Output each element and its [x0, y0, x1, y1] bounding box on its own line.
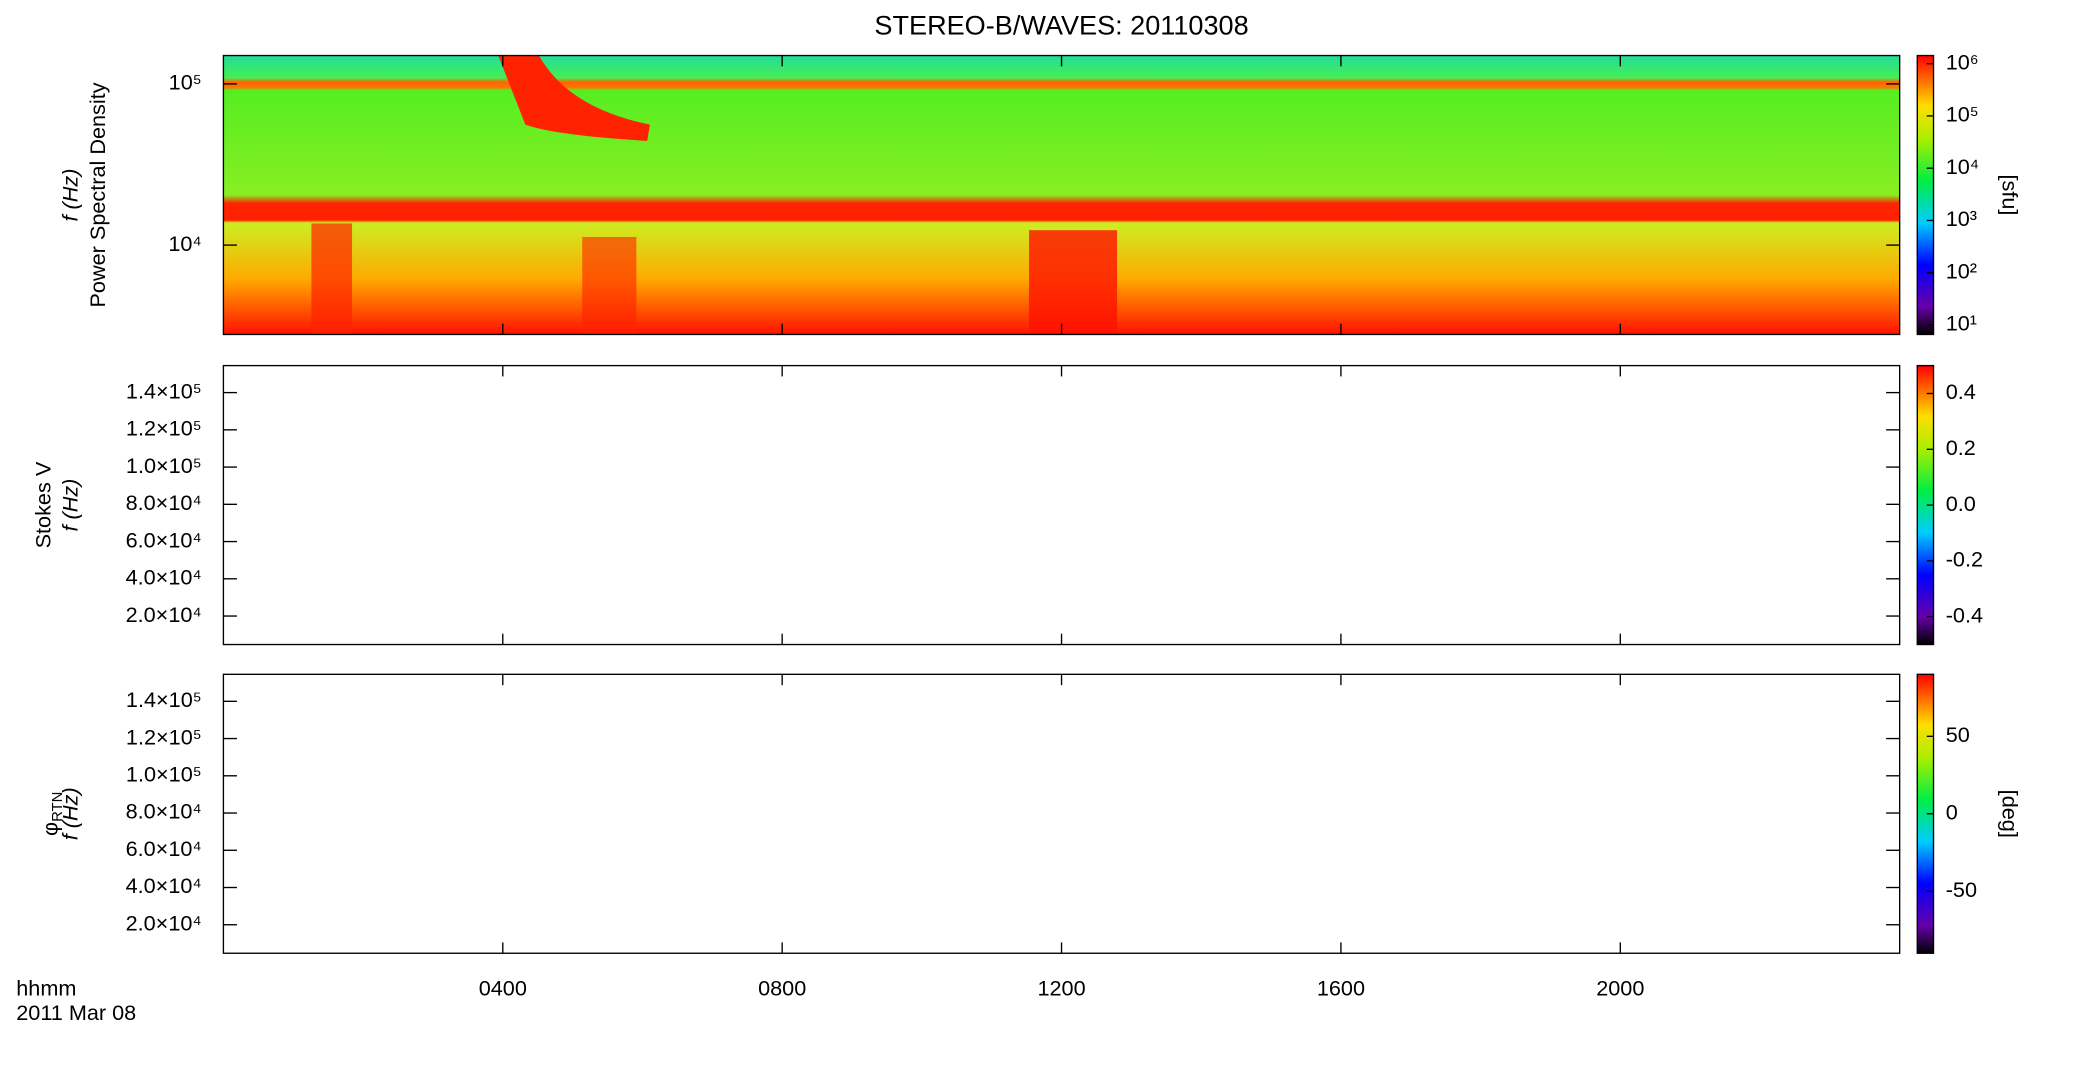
- colorbar-tick-label: 0.4: [1946, 379, 1976, 404]
- x-tick-label: 0800: [758, 976, 806, 1001]
- colorbar-label: [deg]: [1997, 790, 2022, 838]
- colorbar-tick-label: 0.2: [1946, 435, 1976, 460]
- y-tick-label: 2.0×10⁴: [126, 602, 202, 627]
- y-tick-label: 1.4×10⁵: [126, 378, 202, 403]
- colorbar-label: [sfu]: [1997, 175, 2022, 216]
- colorbar-tick-label: 10⁵: [1946, 102, 1979, 127]
- y-tick-label: 1.2×10⁵: [126, 724, 202, 749]
- spectrogram-image: [1029, 230, 1118, 335]
- y-axis-label-sub: RTN: [50, 792, 66, 822]
- y-axis-label: Power Spectral Density: [85, 82, 110, 307]
- x-tick-label: 1200: [1037, 976, 1085, 1001]
- y-axis-label: f (Hz): [57, 169, 82, 222]
- y-tick-label: 1.0×10⁵: [126, 762, 202, 787]
- spectrogram-image: [582, 236, 637, 335]
- colorbar-tick-label: 10³: [1946, 206, 1977, 231]
- spectrogram-image: [311, 223, 353, 335]
- x-tick-label: 2000: [1596, 976, 1644, 1001]
- chart-title: STEREO-B/WAVES: 20110308: [874, 9, 1248, 40]
- colorbar-tick-label: -50: [1946, 877, 1977, 902]
- y-tick-label: 6.0×10⁴: [126, 836, 202, 861]
- colorbar-tick-label: 10⁴: [1946, 154, 1979, 179]
- y-tick-label: 1.0×10⁵: [126, 453, 202, 478]
- y-tick-label: 10⁴: [168, 231, 201, 256]
- y-tick-label: 2.0×10⁴: [126, 910, 202, 935]
- y-tick-label: 10⁵: [169, 70, 202, 95]
- colorbar-tick-label: 0: [1946, 799, 1958, 824]
- y-tick-label: 4.0×10⁴: [126, 873, 202, 898]
- psd-panel: [223, 55, 1900, 335]
- y-axis-label: φRTN: [37, 792, 66, 836]
- y-axis-label-text: Power Spectral Density: [85, 82, 110, 307]
- plot-frame: [222, 364, 1901, 646]
- y-tick-label: 1.2×10⁵: [126, 416, 202, 441]
- radio-burst: [498, 55, 650, 141]
- y-axis-label: f (Hz): [57, 787, 82, 840]
- y-axis-label-text: Stokes V: [30, 461, 55, 548]
- y-tick-label: 4.0×10⁴: [126, 565, 202, 590]
- plot-frame: [222, 673, 1901, 954]
- colorbar-tick-label: 50: [1946, 722, 1970, 747]
- colorbar-tick-label: 0.0: [1946, 491, 1976, 516]
- date-label: 2011 Mar 08: [16, 1000, 136, 1025]
- colorbar-tick-label: 10¹: [1946, 311, 1977, 336]
- y-axis-label: f (Hz): [57, 479, 82, 532]
- colorbar-tick-label: 10²: [1946, 258, 1977, 283]
- y-axis-label-text: φ: [37, 822, 62, 836]
- colorbar-tick-label: -0.2: [1946, 547, 1983, 572]
- x-tick-label: 0400: [479, 976, 527, 1001]
- y-axis-label: Stokes V: [30, 461, 55, 548]
- x-tick-label: 1600: [1317, 976, 1365, 1001]
- y-tick-label: 1.4×10⁵: [126, 687, 202, 712]
- x-axis-label: hhmm: [16, 976, 76, 1001]
- y-tick-label: 6.0×10⁴: [126, 527, 202, 552]
- y-tick-label: 8.0×10⁴: [126, 490, 202, 515]
- colorbar-tick-label: -0.4: [1946, 602, 1983, 627]
- colorbar: [1916, 54, 1935, 336]
- colorbar-tick-label: 10⁶: [1946, 49, 1979, 74]
- y-tick-label: 8.0×10⁴: [126, 799, 202, 824]
